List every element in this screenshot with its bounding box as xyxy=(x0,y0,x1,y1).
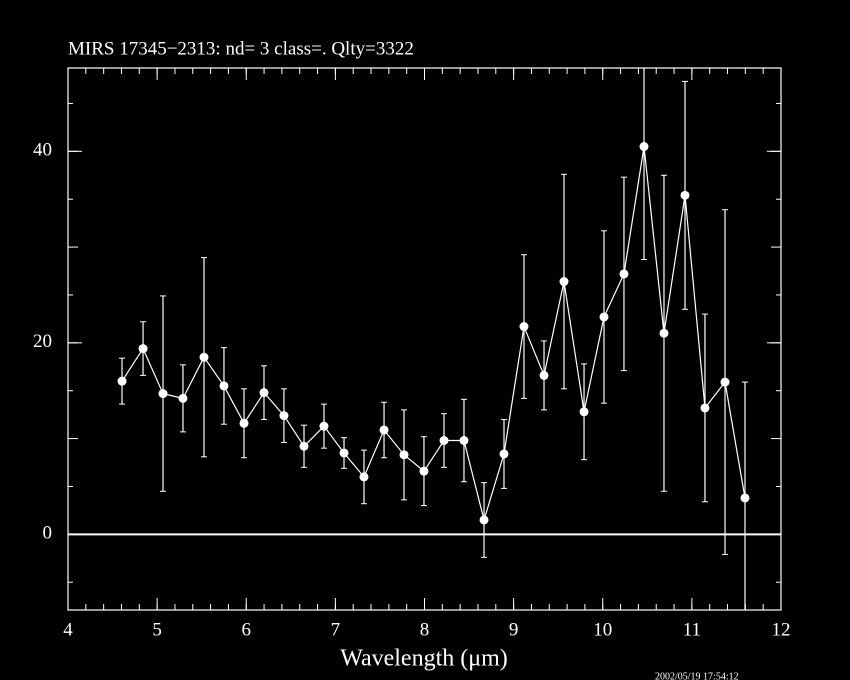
data-line xyxy=(121,146,746,523)
data-point xyxy=(599,312,609,322)
x-tick-label: 11 xyxy=(683,619,701,640)
x-tick-label: 4 xyxy=(63,619,73,640)
data-point xyxy=(539,370,549,380)
data-point xyxy=(740,493,750,503)
data-point xyxy=(359,472,369,482)
data-point xyxy=(399,450,409,460)
x-tick-label: 5 xyxy=(152,619,162,640)
data-point xyxy=(259,388,269,398)
x-tick-label: 10 xyxy=(593,619,612,640)
x-tick-label: 8 xyxy=(420,619,430,640)
data-point xyxy=(178,393,188,403)
data-point xyxy=(439,436,449,446)
data-point xyxy=(579,407,589,417)
plot-frame xyxy=(67,67,782,611)
data-point xyxy=(299,441,309,451)
x-tick-label: 6 xyxy=(242,619,252,640)
data-point xyxy=(158,389,168,399)
x-tick-label: 7 xyxy=(331,619,341,640)
data-point xyxy=(720,377,730,387)
data-point xyxy=(519,322,529,332)
data-point xyxy=(659,328,669,338)
y-tick-label: 20 xyxy=(33,331,52,352)
data-point xyxy=(559,277,569,287)
data-point xyxy=(680,190,690,200)
y-tick-label: 0 xyxy=(43,523,53,544)
data-point xyxy=(199,352,209,362)
timestamp: 2002/05/19 17:54:12 xyxy=(655,671,739,680)
chart-title: MIRS 17345−2313: nd= 3 class=. Qlty=3322 xyxy=(68,38,414,59)
data-point xyxy=(219,381,229,391)
data-point xyxy=(379,425,389,435)
x-tick-label: 9 xyxy=(509,619,519,640)
data-point xyxy=(239,418,249,428)
data-point xyxy=(479,515,489,525)
data-point xyxy=(700,403,710,413)
data-point xyxy=(459,436,469,446)
data-point xyxy=(639,142,649,152)
y-tick-label: 40 xyxy=(33,140,52,161)
x-axis-label: Wavelength (μm) xyxy=(340,646,508,672)
data-point xyxy=(319,421,329,431)
data-point xyxy=(339,448,349,458)
data-point xyxy=(499,449,509,459)
data-point xyxy=(138,344,148,354)
data-point xyxy=(279,411,289,421)
data-point xyxy=(117,376,127,386)
data-point xyxy=(619,269,629,279)
data-point xyxy=(419,466,429,476)
x-tick-label: 12 xyxy=(772,619,791,640)
